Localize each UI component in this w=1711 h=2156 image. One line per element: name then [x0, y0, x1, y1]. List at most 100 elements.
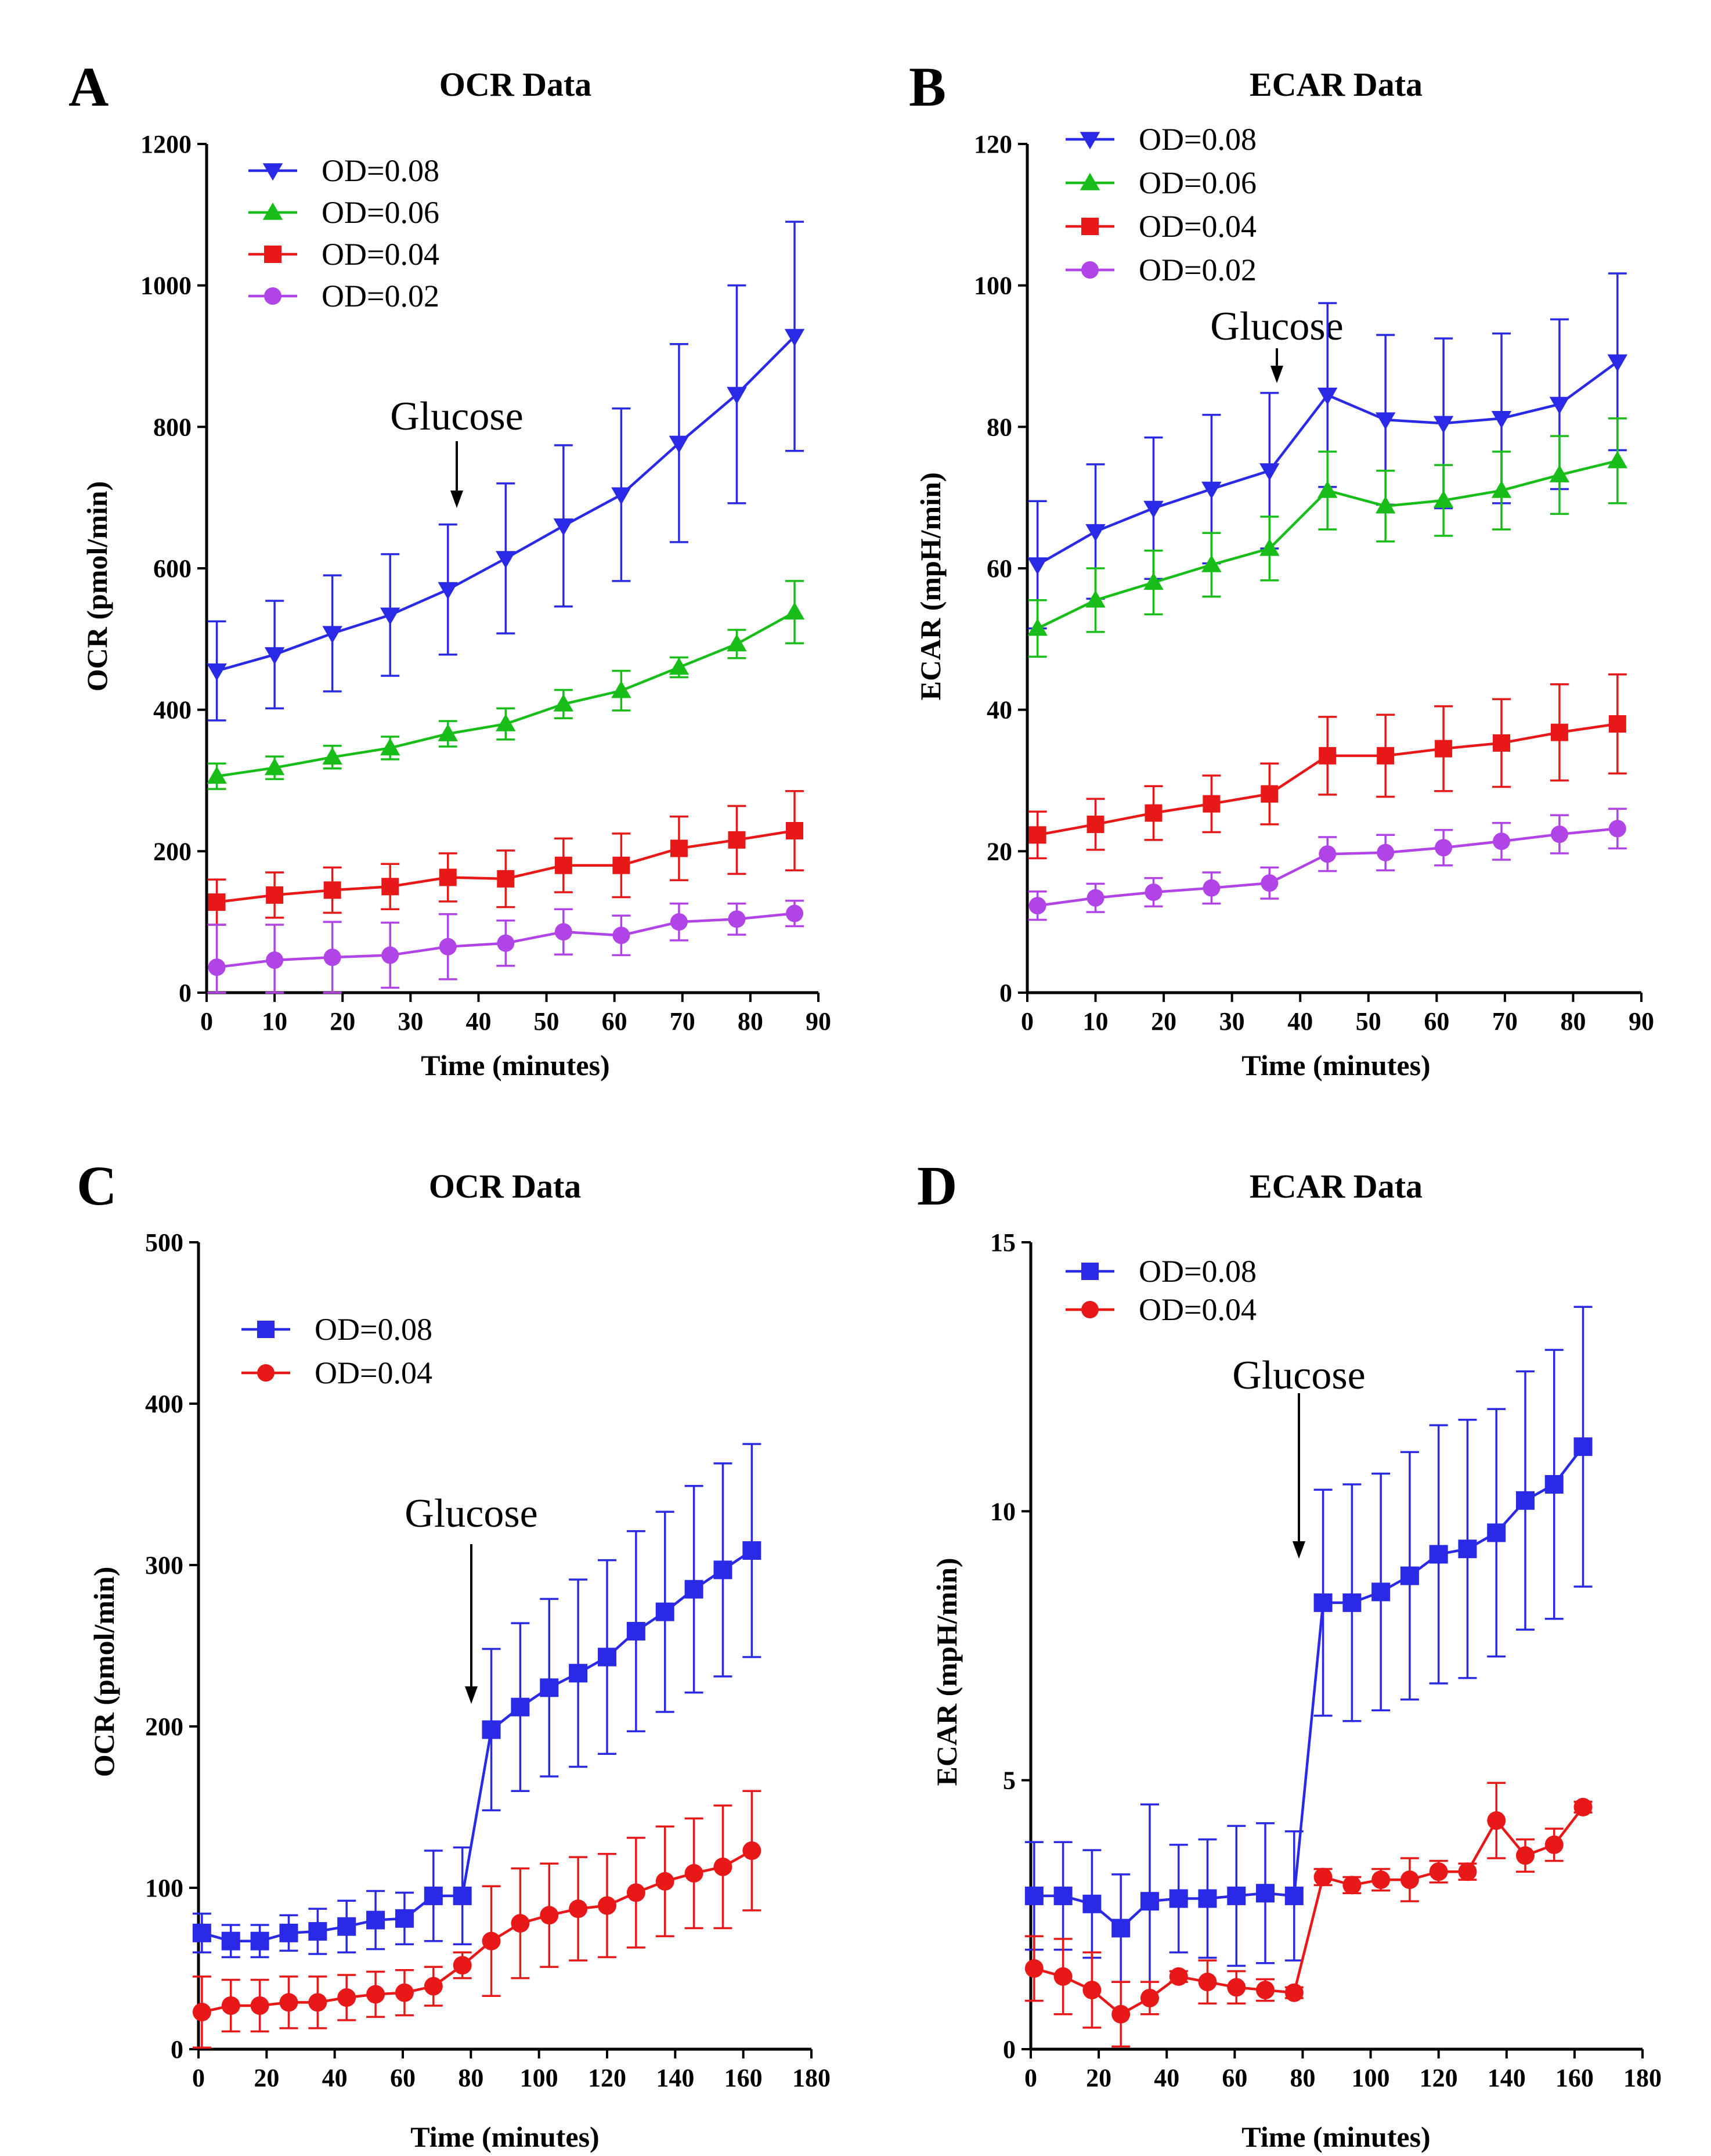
- y-axis-label: ECAR (mpH/min): [930, 1557, 963, 1786]
- x-tick-label: 20: [254, 2064, 279, 2092]
- data-point: [1429, 1862, 1448, 1881]
- data-point: [611, 487, 631, 505]
- data-point: [1085, 590, 1106, 608]
- series-OD=0.08: [192, 1443, 761, 1959]
- data-point: [1111, 1919, 1131, 1938]
- glucose-annotation: Glucose: [405, 1491, 537, 1536]
- y-tick-label: 300: [145, 1551, 183, 1580]
- legend-label: OD=0.04: [322, 237, 439, 272]
- data-point: [380, 738, 400, 756]
- legend-marker: [1081, 1263, 1099, 1280]
- x-tick-label: 180: [792, 2064, 831, 2092]
- data-point: [1371, 1870, 1391, 1890]
- data-point: [439, 938, 457, 956]
- data-point: [322, 747, 342, 765]
- data-point: [308, 1922, 327, 1941]
- legend-marker: [1080, 132, 1100, 150]
- chart-title: OCR Data: [429, 1167, 582, 1205]
- data-point: [1435, 740, 1453, 758]
- data-point: [1227, 1978, 1246, 1997]
- x-tick-label: 30: [398, 1007, 423, 1036]
- data-point: [438, 582, 458, 600]
- data-point: [786, 822, 804, 840]
- chart-title: OCR Data: [439, 66, 592, 103]
- x-tick-label: 10: [1083, 1007, 1109, 1036]
- data-point: [669, 435, 690, 453]
- data-point: [1203, 795, 1221, 813]
- data-point: [221, 1931, 240, 1951]
- data-point: [1458, 1862, 1477, 1881]
- data-point: [670, 839, 688, 857]
- data-point: [1261, 785, 1279, 803]
- series-line: [216, 611, 796, 778]
- panel-b: B ECAR Data Time (minutes) ECAR (mpH/min…: [909, 56, 1654, 1081]
- series-OD=0.02: [207, 899, 804, 994]
- plot-area: 0 10 20 30 40 50 60 70 80 90 0 20 40 60 80 100 120 OD=0.0…: [974, 122, 1654, 1036]
- data-point: [1198, 1973, 1217, 1992]
- data-point: [264, 758, 285, 776]
- x-tick-label: 70: [1492, 1007, 1518, 1036]
- data-point: [1573, 1437, 1593, 1456]
- x-tick-label: 0: [1024, 2064, 1037, 2092]
- data-point: [1284, 1983, 1304, 2002]
- legend-label: OD=0.06: [1139, 165, 1257, 200]
- data-point: [786, 904, 804, 922]
- data-point: [1515, 1491, 1535, 1510]
- data-point: [497, 934, 515, 952]
- y-tick-label: 200: [153, 837, 192, 866]
- data-point: [553, 518, 574, 536]
- data-point: [742, 1841, 761, 1861]
- x-tick-label: 40: [1154, 2064, 1179, 2092]
- data-point: [598, 1647, 616, 1667]
- x-tick-label: 90: [1629, 1007, 1654, 1036]
- y-tick-label: 0: [179, 979, 192, 1007]
- data-point: [1377, 843, 1395, 861]
- x-tick-label: 80: [458, 2064, 483, 2092]
- legend-marker: [262, 202, 283, 220]
- data-point: [395, 1909, 414, 1928]
- data-point: [1085, 524, 1106, 542]
- y-tick-label: 500: [145, 1228, 183, 1257]
- y-tick-label: 60: [987, 554, 1012, 583]
- data-point: [1375, 496, 1396, 514]
- legend-label: OD=0.08: [1139, 1254, 1257, 1289]
- x-tick-label: 20: [1086, 2064, 1111, 2092]
- data-point: [569, 1664, 588, 1683]
- data-point: [1256, 1981, 1275, 2000]
- series-OD=0.08: [207, 221, 805, 722]
- y-tick-label: 100: [145, 1874, 183, 1902]
- data-point: [424, 1886, 443, 1905]
- data-point: [438, 723, 458, 741]
- data-point: [1317, 480, 1338, 498]
- data-point: [1400, 1566, 1419, 1585]
- legend-item: OD=0.06: [1066, 165, 1257, 200]
- data-point: [1573, 1798, 1593, 1816]
- x-tick-label: 180: [1623, 2064, 1662, 2092]
- chart-title: ECAR Data: [1250, 66, 1423, 103]
- data-point: [1169, 1889, 1188, 1908]
- data-point: [713, 1857, 732, 1876]
- y-tick-label: 10: [990, 1497, 1016, 1526]
- data-point: [1549, 396, 1570, 414]
- data-point: [1256, 1884, 1275, 1903]
- data-point: [626, 1883, 645, 1902]
- x-axis-label: Time (minutes): [410, 2121, 599, 2153]
- legend-label: OD=0.08: [315, 1312, 432, 1347]
- x-axis-label: Time (minutes): [1241, 1049, 1430, 1081]
- data-point: [612, 856, 630, 874]
- data-point: [1608, 820, 1626, 838]
- series-OD=0.02: [1028, 807, 1627, 921]
- data-point: [511, 1697, 530, 1717]
- data-point: [192, 1923, 211, 1942]
- legend-marker: [262, 163, 283, 181]
- y-tick-label: 1000: [140, 272, 192, 300]
- data-point: [1458, 1540, 1477, 1559]
- data-point: [1027, 557, 1048, 575]
- data-point: [395, 1983, 414, 2002]
- chart-title: ECAR Data: [1250, 1167, 1423, 1205]
- plot-area: 0 10 20 30 40 50 60 70 80 90 0 200 400 600 800 1000 1200…: [140, 130, 831, 1036]
- legend-label: OD=0.04: [1139, 1292, 1257, 1327]
- data-point: [1259, 538, 1280, 556]
- data-point: [453, 1886, 472, 1905]
- legend-item: OD=0.04: [241, 1355, 432, 1390]
